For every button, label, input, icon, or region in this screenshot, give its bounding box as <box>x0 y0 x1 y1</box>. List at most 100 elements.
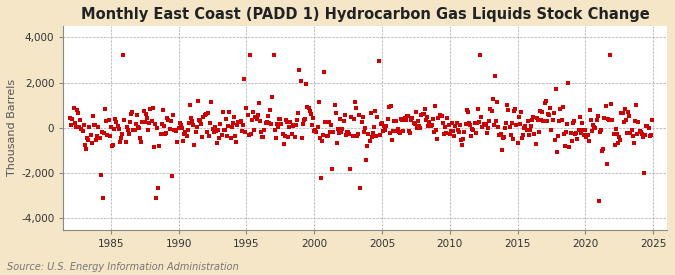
Point <box>88 123 99 127</box>
Point <box>298 122 308 126</box>
Point <box>529 132 540 137</box>
Point <box>142 128 153 132</box>
Point <box>397 118 408 122</box>
Point <box>570 132 580 136</box>
Point <box>503 108 514 112</box>
Point <box>331 141 342 145</box>
Point <box>630 119 641 123</box>
Point <box>101 119 112 123</box>
Point <box>363 132 374 137</box>
Point <box>484 119 495 123</box>
Point <box>472 107 483 111</box>
Point <box>519 126 530 131</box>
Point <box>378 129 389 133</box>
Point <box>632 131 643 136</box>
Point <box>243 133 254 137</box>
Point <box>103 118 114 122</box>
Point <box>345 167 356 171</box>
Point <box>406 118 416 122</box>
Point <box>263 114 273 118</box>
Point <box>461 108 472 112</box>
Point <box>459 130 470 134</box>
Point <box>303 106 314 111</box>
Point <box>603 118 614 122</box>
Point <box>126 112 136 116</box>
Point <box>526 118 537 122</box>
Point <box>447 121 458 125</box>
Point <box>536 118 547 122</box>
Point <box>212 141 223 145</box>
Point <box>478 122 489 126</box>
Point <box>415 126 426 130</box>
Point <box>241 106 252 111</box>
Point <box>181 133 192 138</box>
Point <box>170 128 181 132</box>
Point <box>495 132 506 137</box>
Point <box>358 130 369 135</box>
Point <box>308 116 319 120</box>
Point <box>487 97 498 101</box>
Point <box>326 123 337 127</box>
Point <box>642 124 653 128</box>
Point <box>288 123 299 127</box>
Point <box>295 79 306 83</box>
Point <box>588 123 599 127</box>
Point <box>598 147 609 151</box>
Point <box>421 118 431 122</box>
Point <box>360 158 371 162</box>
Point <box>194 119 205 123</box>
Point <box>225 136 236 140</box>
Point <box>516 110 526 115</box>
Point <box>251 117 262 121</box>
Point <box>556 118 567 122</box>
Point <box>483 125 493 130</box>
Point <box>267 95 278 99</box>
Point <box>451 121 462 125</box>
Point <box>250 115 261 119</box>
Point <box>85 133 96 138</box>
Point <box>475 53 485 57</box>
Point <box>620 118 631 122</box>
Point <box>179 132 190 137</box>
Point <box>296 136 307 140</box>
Point <box>615 138 626 142</box>
Point <box>489 123 500 128</box>
Point <box>600 104 611 109</box>
Point <box>213 128 223 132</box>
Point <box>271 122 282 127</box>
Point <box>190 130 201 134</box>
Point <box>224 110 235 115</box>
Point <box>148 145 159 150</box>
Point <box>219 128 230 132</box>
Point <box>383 105 394 109</box>
Point <box>392 128 402 133</box>
Point <box>466 134 477 138</box>
Point <box>139 120 150 124</box>
Point <box>207 126 218 131</box>
Point <box>477 125 488 129</box>
Point <box>350 106 361 110</box>
Point <box>144 121 155 125</box>
Point <box>433 116 444 120</box>
Point <box>371 134 381 138</box>
Point <box>276 122 287 127</box>
Point <box>110 117 121 121</box>
Point <box>132 113 142 117</box>
Point <box>551 149 562 154</box>
Point <box>407 116 418 120</box>
Point <box>186 116 196 120</box>
Point <box>392 127 403 131</box>
Point <box>129 128 140 132</box>
Point <box>568 119 579 123</box>
Point <box>574 115 585 119</box>
Point <box>173 125 184 130</box>
Point <box>350 100 360 104</box>
Point <box>419 106 430 111</box>
Point <box>372 114 383 119</box>
Point <box>249 128 260 132</box>
Point <box>590 126 601 130</box>
Point <box>544 113 555 118</box>
Point <box>539 101 550 105</box>
Point <box>236 119 246 123</box>
Point <box>254 119 265 123</box>
